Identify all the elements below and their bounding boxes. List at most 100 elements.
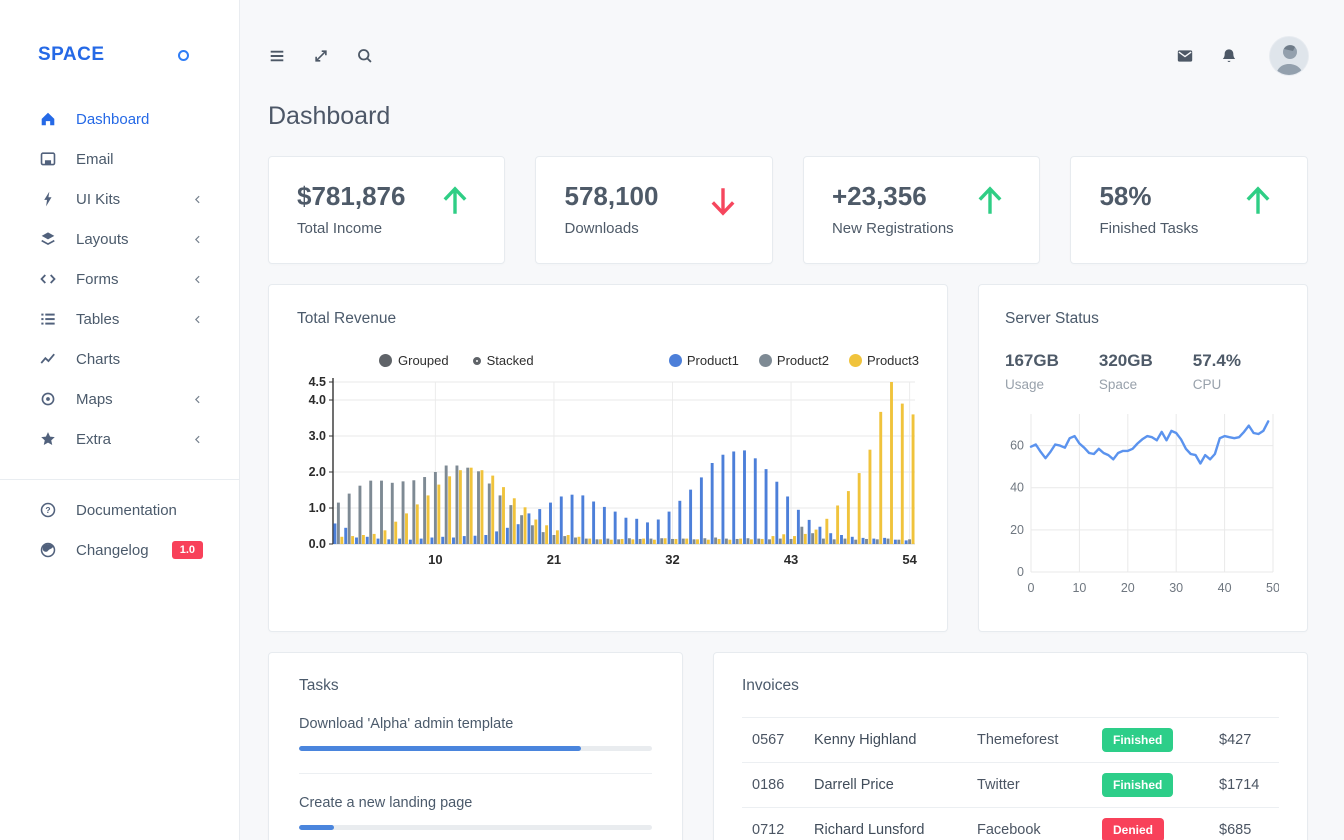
- sidebar-item-documentation[interactable]: ? Documentation: [0, 490, 239, 530]
- target-icon: [39, 390, 57, 408]
- total-revenue-card: Total Revenue Grouped Stacked Product1: [268, 284, 948, 632]
- status-badge: Finished: [1102, 728, 1173, 752]
- invoice-id: 0712: [752, 822, 814, 838]
- stat-cards-row: $781,876 Total Income 578,100 Downloads …: [268, 156, 1308, 264]
- invoices-card: Invoices 0567 Kenny Highland Themeforest…: [713, 652, 1308, 840]
- progress-fill: [299, 825, 334, 830]
- sidebar-item-tables[interactable]: Tables: [0, 299, 239, 339]
- code-icon: [39, 270, 57, 288]
- table-row[interactable]: 0186 Darrell Price Twitter Finished $171…: [742, 762, 1279, 807]
- legend-product2[interactable]: Product2: [759, 353, 829, 368]
- server-status-card: Server Status 167GB Usage 320GB Space 57…: [978, 284, 1308, 632]
- server-stat-label: CPU: [1193, 377, 1241, 392]
- svg-text:20: 20: [1121, 581, 1135, 595]
- svg-text:3.0: 3.0: [309, 429, 326, 443]
- mode-label: Stacked: [487, 353, 534, 368]
- svg-text:?: ?: [45, 505, 50, 515]
- sidebar-item-label: Layouts: [76, 231, 129, 248]
- search-icon[interactable]: [356, 47, 374, 65]
- sidebar-item-extra[interactable]: Extra: [0, 419, 239, 459]
- legend-product1[interactable]: Product1: [669, 353, 739, 368]
- invoice-name: Kenny Highland: [814, 732, 977, 748]
- server-line-chart: 020406001020304050: [1005, 404, 1279, 600]
- legend-label: Product3: [867, 353, 919, 368]
- server-stat-label: Usage: [1005, 377, 1059, 392]
- sidebar-item-forms[interactable]: Forms: [0, 259, 239, 299]
- version-badge: 1.0: [172, 541, 203, 559]
- page-title: Dashboard: [268, 102, 1308, 131]
- revenue-bar-chart: 0.01.02.03.04.04.51021324354: [297, 374, 921, 574]
- sidebar-item-label: Documentation: [76, 502, 177, 519]
- invoice-site: Themeforest: [977, 732, 1102, 748]
- email-icon: [39, 150, 57, 168]
- sidebar-item-ui-kits[interactable]: UI Kits: [0, 179, 239, 219]
- svg-text:21: 21: [547, 552, 561, 567]
- user-avatar[interactable]: [1270, 37, 1308, 75]
- sidebar-logo-row: SPACE: [0, 0, 239, 66]
- trend-down-icon: [706, 183, 740, 219]
- server-stat-value: 320GB: [1099, 351, 1153, 371]
- svg-text:0.0: 0.0: [309, 537, 326, 551]
- table-row[interactable]: 0567 Kenny Highland Themeforest Finished…: [742, 717, 1279, 762]
- stat-label: Finished Tasks: [1099, 220, 1198, 237]
- notifications-bell-icon[interactable]: [1220, 47, 1238, 65]
- svg-text:43: 43: [784, 552, 798, 567]
- list-icon: [39, 310, 57, 328]
- sidebar-item-changelog[interactable]: Changelog 1.0: [0, 530, 239, 570]
- sidebar-item-dashboard[interactable]: Dashboard: [0, 99, 239, 139]
- logo-ring-icon[interactable]: [178, 50, 189, 61]
- main-content: Dashboard $781,876 Total Income 578,100 …: [240, 0, 1344, 840]
- invoice-site: Twitter: [977, 777, 1102, 793]
- mode-label: Grouped: [398, 353, 449, 368]
- status-badge: Finished: [1102, 773, 1173, 797]
- chevron-left-icon: [192, 274, 203, 285]
- sidebar-nav: Dashboard Email UI Kits Layouts Forms: [0, 99, 239, 570]
- topbar-right: [1176, 37, 1308, 75]
- card-title: Tasks: [299, 677, 652, 695]
- sidebar-item-charts[interactable]: Charts: [0, 339, 239, 379]
- trend-up-icon: [973, 183, 1007, 219]
- globe-icon: [39, 541, 57, 559]
- stat-card-finished-tasks: 58% Finished Tasks: [1070, 156, 1307, 264]
- invoice-amount: $685: [1219, 822, 1279, 838]
- task-label: Create a new landing page: [299, 795, 652, 811]
- server-stat-space: 320GB Space: [1099, 351, 1153, 392]
- stat-label: Total Income: [297, 220, 405, 237]
- sidebar-item-label: Tables: [76, 311, 119, 328]
- svg-text:0: 0: [1017, 565, 1024, 579]
- server-stats: 167GB Usage 320GB Space 57.4% CPU: [1005, 351, 1281, 392]
- chevron-left-icon: [192, 434, 203, 445]
- svg-text:4.5: 4.5: [309, 375, 326, 389]
- topbar: [268, 18, 1308, 94]
- sidebar-item-email[interactable]: Email: [0, 139, 239, 179]
- progress-bar: [299, 746, 652, 751]
- invoice-name: Darrell Price: [814, 777, 977, 793]
- mode-option-stacked[interactable]: Stacked: [473, 353, 534, 368]
- progress-bar: [299, 825, 652, 830]
- messages-icon[interactable]: [1176, 47, 1194, 65]
- task-item[interactable]: Create a new landing page: [299, 774, 652, 840]
- invoice-id: 0567: [752, 732, 814, 748]
- bolt-icon: [39, 190, 57, 208]
- sidebar-item-layouts[interactable]: Layouts: [0, 219, 239, 259]
- series-legend: Product1 Product2 Product3: [669, 353, 919, 368]
- legend-product3[interactable]: Product3: [849, 353, 919, 368]
- topbar-left: [268, 47, 374, 65]
- series-dot-icon: [759, 354, 772, 367]
- app-window: SPACE Dashboard Email UI Kits Layouts: [0, 0, 1344, 840]
- chart-line-icon: [39, 350, 57, 368]
- sidebar-item-maps[interactable]: Maps: [0, 379, 239, 419]
- invoice-amount: $1714: [1219, 777, 1279, 793]
- stat-value: 578,100: [564, 181, 658, 212]
- stat-card-total-income: $781,876 Total Income: [268, 156, 505, 264]
- fullscreen-icon[interactable]: [312, 47, 330, 65]
- revenue-legend: Grouped Stacked Product1 Product2: [297, 353, 919, 368]
- task-item[interactable]: Download 'Alpha' admin template: [299, 695, 652, 774]
- menu-icon[interactable]: [268, 47, 286, 65]
- sidebar-item-label: Dashboard: [76, 111, 149, 128]
- invoice-site: Facebook: [977, 822, 1102, 838]
- table-row[interactable]: 0712 Richard Lunsford Facebook Denied $6…: [742, 807, 1279, 840]
- trend-up-icon: [438, 183, 472, 219]
- trend-up-icon: [1241, 183, 1275, 219]
- mode-option-grouped[interactable]: Grouped: [379, 353, 449, 368]
